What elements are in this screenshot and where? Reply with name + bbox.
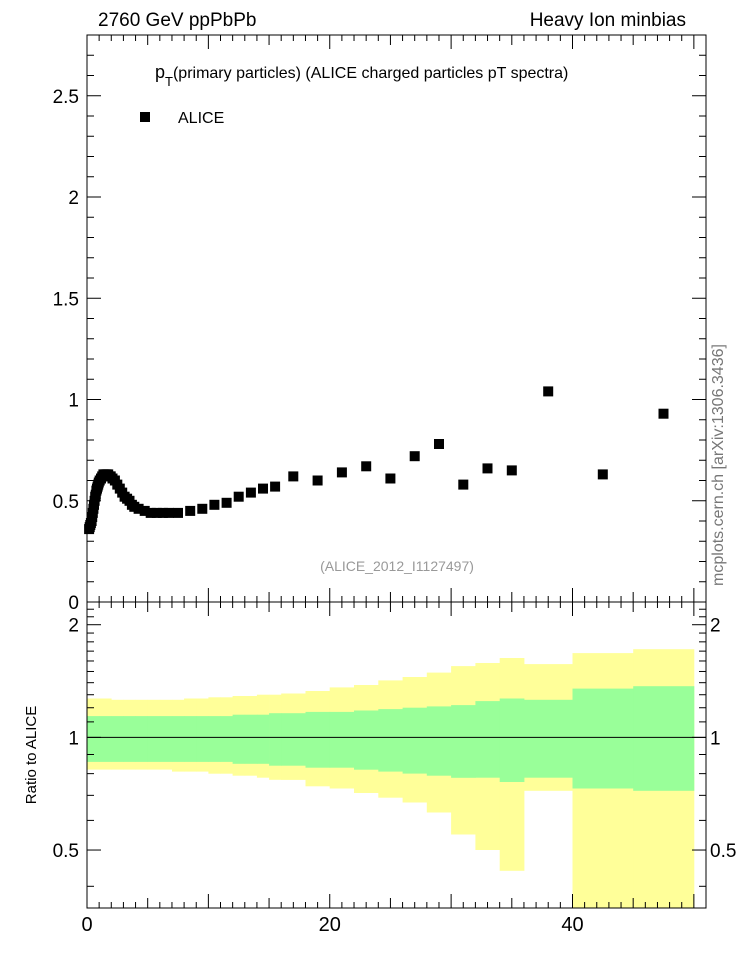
data-point <box>597 469 608 480</box>
data-point <box>258 483 268 494</box>
green-band-bin <box>378 709 403 772</box>
green-band-bin <box>123 716 136 762</box>
y-tick-label: 1.5 <box>53 289 79 310</box>
main-marks <box>84 386 669 535</box>
data-point <box>133 503 144 514</box>
x-tick-label: 20 <box>319 914 341 936</box>
data-point <box>185 505 196 516</box>
header-right-label: Heavy Ion minbias <box>530 10 686 31</box>
ratio-frame <box>86 601 707 909</box>
green-band-bin <box>208 716 221 762</box>
green-band-bin <box>499 698 525 782</box>
ratio-ylabel: Ratio to ALICE <box>23 706 40 804</box>
data-point <box>361 461 372 472</box>
chart-title-main: p <box>155 62 165 82</box>
side-label: mcplots.cern.ch [arXiv:1306.3436] <box>710 344 727 586</box>
ratio-y-tick-label: 2 <box>68 616 79 637</box>
main-ticks: 0 0.5 1 1.5 2 2.5 <box>53 35 706 614</box>
y-tick-label: 0 <box>68 593 79 614</box>
green-band-bin <box>184 716 197 762</box>
ratio-y-tick-label-right: 0.5 <box>710 841 736 862</box>
green-band-bin <box>232 714 246 764</box>
data-point <box>245 487 256 498</box>
data-point <box>151 507 162 518</box>
green-band-bin <box>111 716 124 762</box>
x-tick-label: 0 <box>81 914 92 936</box>
green-band-bin <box>99 716 112 762</box>
x-tick-label: 40 <box>561 914 583 936</box>
data-point <box>288 471 299 482</box>
data-point <box>658 408 669 419</box>
chart-title-sub: T <box>165 74 173 89</box>
data-point <box>434 439 444 449</box>
data-point <box>173 507 183 518</box>
green-band-bin <box>572 688 634 789</box>
data-point <box>270 481 281 492</box>
data-point <box>312 475 323 486</box>
data-point <box>139 505 150 516</box>
green-band-bin <box>281 713 306 766</box>
legend-marker <box>140 112 150 122</box>
data-point <box>543 386 554 397</box>
data-point <box>385 473 396 484</box>
green-band-bin <box>172 716 185 762</box>
ratio-y-tick-label-right: 1 <box>710 728 721 749</box>
green-band-bin <box>87 716 100 762</box>
green-band-bin <box>354 710 379 770</box>
ratio-panel: 0.5 0.51 12 20 20 40 Ratio to ALICE <box>23 601 736 936</box>
green-band-bin <box>159 716 173 762</box>
green-band-bin <box>475 701 501 778</box>
green-band-bin <box>196 716 209 762</box>
legend-label: ALICE <box>178 110 224 127</box>
green-band-bin <box>256 714 270 764</box>
data-point <box>209 499 220 510</box>
data-point <box>233 491 244 502</box>
green-band-bin <box>269 713 282 766</box>
y-tick-label: 0.5 <box>53 492 79 513</box>
data-point <box>458 479 469 490</box>
data-point <box>482 463 493 474</box>
annotation-label: (ALICE_2012_I1127497) <box>320 558 474 574</box>
ratio-ticks: 0.5 0.51 12 20 20 40 <box>53 602 736 936</box>
header-left-label: 2760 GeV ppPbPb <box>98 10 256 31</box>
data-point <box>145 507 156 518</box>
ratio-bands <box>87 649 695 908</box>
y-tick-label: 2 <box>68 188 79 209</box>
ratio-y-tick-label: 1 <box>68 728 79 749</box>
data-point <box>336 467 347 478</box>
data-point <box>221 497 232 508</box>
chart-title: pT(primary particles) (ALICE charged par… <box>155 62 568 89</box>
green-band-bin <box>147 716 161 762</box>
green-band-bin <box>426 706 452 776</box>
green-band-bin <box>220 716 233 762</box>
ratio-y-tick-label-right: 2 <box>710 616 721 637</box>
green-band-bin <box>305 711 331 768</box>
data-point <box>409 451 420 462</box>
green-band-bin <box>135 716 148 762</box>
green-band-bin <box>633 686 695 791</box>
green-band-bin <box>402 707 428 774</box>
data-point <box>197 503 208 514</box>
data-point <box>163 507 174 518</box>
green-band-bin <box>523 699 573 778</box>
y-tick-label: 2.5 <box>53 87 79 108</box>
y-tick-label: 1 <box>68 391 79 412</box>
ratio-y-tick-label: 0.5 <box>53 841 79 862</box>
green-band-bin <box>244 714 258 764</box>
main-panel: 0 0.5 1 1.5 2 2.5 pT(primary particles) (ALIC… <box>53 34 707 614</box>
green-band-bin <box>451 705 476 778</box>
green-band-bin <box>329 711 355 768</box>
chart-title-rest: (primary particles) (ALICE charged parti… <box>173 65 568 82</box>
data-point <box>157 507 168 518</box>
data-point <box>506 465 517 476</box>
